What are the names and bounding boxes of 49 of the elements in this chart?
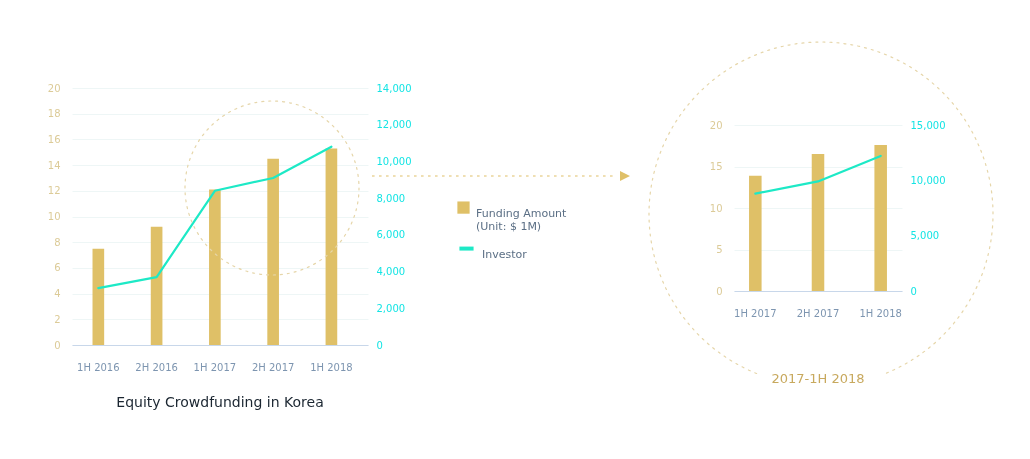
y2-tick-label: 0 [910,285,917,297]
x-tick-label: 2H 2017 [251,361,295,373]
legend-label: Investor [482,247,528,261]
y-tick-label: 2 [54,313,61,325]
text: 2017-1H 2018 [771,371,865,386]
bar [811,154,825,291]
x-tick-label: 1H 2018 [310,361,353,373]
y-tick-label: 12 [47,185,61,197]
y-tick-label: 0 [54,339,61,351]
x-tick-label: 1H 2016 [77,361,120,373]
bar [325,148,338,345]
y2-tick-label: 12,000 [376,119,412,131]
text: Equity Crowdfunding in Korea [116,394,324,410]
y2-tick-label: 5,000 [910,230,940,242]
bar [92,248,105,345]
x-tick-label: 1H 2018 [859,307,902,319]
y2-tick-label: 0 [376,339,383,351]
y-tick-label: 8 [54,236,61,248]
y-tick-label: 20 [709,119,723,131]
y-tick-label: 6 [54,262,61,274]
y-tick-label: 16 [47,133,61,145]
y-tick-label: 10 [709,202,723,214]
y2-tick-label: 8,000 [376,192,406,204]
bar [150,226,163,345]
y-tick-label: 10 [47,211,61,222]
x-tick-label: 1H 2017 [734,307,777,319]
y-tick-label: 20 [47,82,61,94]
bar [749,175,762,291]
y-tick-label: 0 [716,285,723,297]
y2-tick-label: 6,000 [376,229,406,241]
y2-tick-label: 2,000 [376,302,406,314]
x-tick-label: 1H 2017 [193,361,237,373]
y2-tick-label: 15,000 [910,119,946,131]
x-tick-label: 2H 2017 [796,307,840,319]
y2-tick-label: 14,000 [376,82,412,94]
y2-tick-label: 10,000 [376,155,412,167]
line-series [97,145,333,290]
legend-label: Funding Amount (Unit: $ 1M) [476,206,568,233]
y-tick-label: 15 [709,161,723,172]
x-tick-label: 2H 2016 [135,361,178,373]
bar [267,158,279,345]
bar [209,189,221,345]
y2-tick-label: 4,000 [376,266,406,278]
y-tick-label: 14 [47,159,61,171]
bar [874,144,887,291]
y-tick-label: 5 [716,244,723,255]
y-tick-label: 4 [54,288,61,300]
y2-tick-label: 10,000 [910,174,946,186]
y-tick-label: 18 [47,108,61,120]
